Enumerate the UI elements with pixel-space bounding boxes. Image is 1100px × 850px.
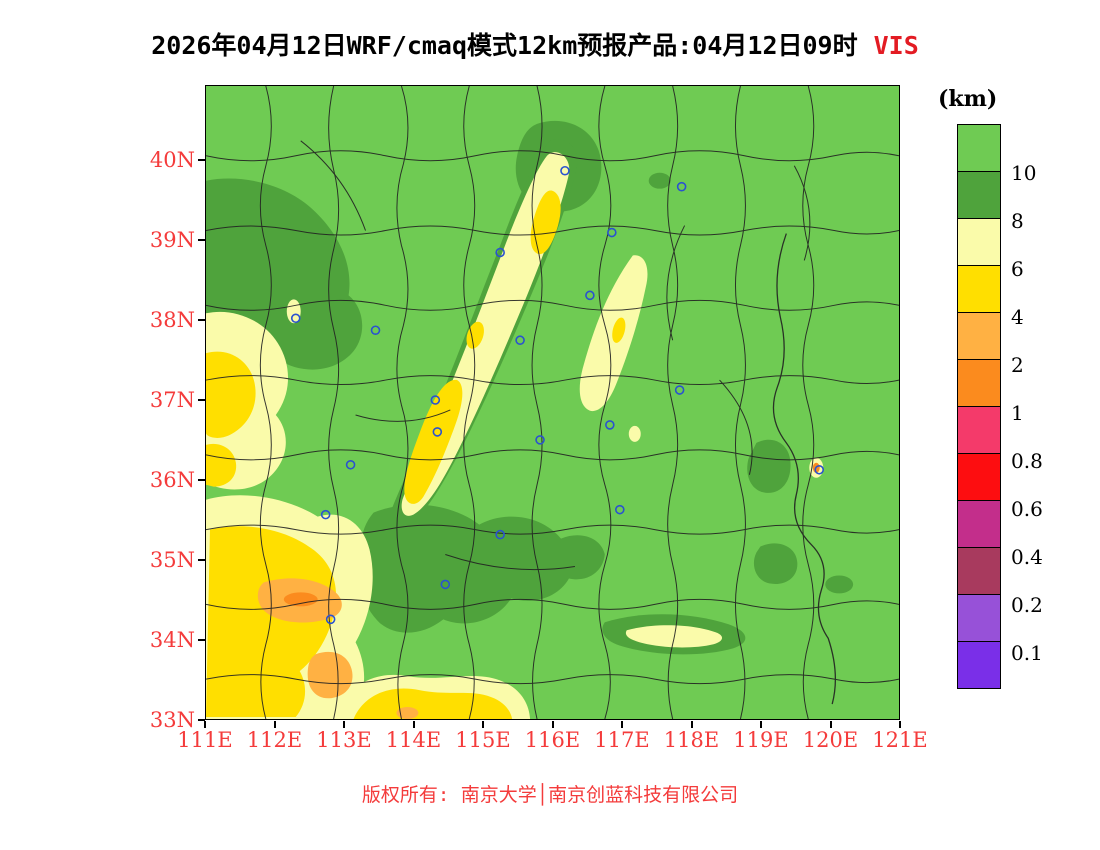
- city-marker-6: [370, 325, 381, 336]
- lat-label-40N: 40N: [149, 148, 195, 172]
- lat-tick: [198, 399, 205, 401]
- legend-color-box-11: [957, 641, 1001, 689]
- city-marker-1: [676, 181, 687, 192]
- city-marker-9: [432, 427, 443, 437]
- legend-color-box-10: [957, 594, 1001, 642]
- lon-label-117E: 117E: [594, 728, 650, 752]
- page-title: 2026年04月12日WRF/cmaq模式12km预报产品:04月12日09时 V…: [0, 26, 1070, 62]
- city-marker-0: [560, 165, 570, 176]
- lat-label-36N: 36N: [149, 468, 195, 492]
- lat-tick: [198, 719, 205, 721]
- lon-tick: [621, 721, 623, 728]
- legend-label-0.4: 0.4: [1011, 545, 1043, 569]
- lon-label-120E: 120E: [802, 728, 859, 752]
- lon-label-119E: 119E: [733, 728, 789, 752]
- title-text: 2026年04月12日WRF/cmaq模式12km预报产品:04月12日09时: [151, 31, 858, 60]
- lat-tick: [198, 559, 205, 561]
- map-container: [205, 85, 900, 720]
- city-marker-2: [607, 227, 617, 238]
- lat-label-39N: 39N: [149, 228, 195, 252]
- city-marker-18: [440, 579, 451, 590]
- legend-color-box-0: [957, 124, 1001, 172]
- lat-tick: [198, 639, 205, 641]
- copyright-footer: 版权所有: 南京大学│南京创蓝科技有限公司: [361, 784, 739, 806]
- city-marker-3: [495, 247, 505, 258]
- lon-tick: [551, 721, 554, 728]
- legend-label-10: 10: [1011, 161, 1037, 185]
- city-marker-15: [320, 509, 331, 520]
- lat-tick: [198, 159, 205, 161]
- lon-tick: [829, 721, 832, 728]
- lat-label-37N: 37N: [149, 388, 195, 412]
- legend-color-box-8: [957, 500, 1001, 548]
- lon-tick: [899, 721, 901, 728]
- lat-tick: [198, 239, 205, 241]
- lon-label-111E: 111E: [177, 728, 233, 752]
- yellow-contours: [206, 190, 626, 719]
- legend-color-box-6: [957, 406, 1001, 454]
- legend-label-0.2: 0.2: [1011, 593, 1043, 617]
- legend-label-2: 2: [1011, 353, 1024, 377]
- city-marker-16: [495, 529, 505, 540]
- lon-label-114E: 114E: [385, 728, 442, 752]
- lon-tick: [482, 721, 484, 728]
- legend-color-box-4: [957, 312, 1001, 360]
- lat-label-35N: 35N: [149, 548, 195, 572]
- city-marker-12: [674, 385, 685, 395]
- legend-color-box-7: [957, 453, 1001, 501]
- legend-label-4: 4: [1011, 305, 1024, 329]
- legend-unit: (km): [938, 86, 998, 112]
- legend-label-0.8: 0.8: [1011, 449, 1043, 473]
- city-marker-5: [290, 313, 301, 324]
- city-marker-8: [430, 395, 441, 405]
- lon-tick: [343, 721, 345, 728]
- lat-tick: [198, 479, 205, 481]
- city-marker-13: [345, 460, 356, 470]
- legend-label-1: 1: [1011, 401, 1024, 425]
- city-marker-4: [585, 290, 595, 301]
- legend-color-box-5: [957, 359, 1001, 407]
- lat-label-34N: 34N: [149, 628, 195, 652]
- coastline: [772, 233, 836, 705]
- orange-contours: [257, 462, 820, 719]
- city-marker-14: [814, 465, 825, 475]
- title-variable: VIS: [873, 31, 919, 60]
- city-markers: [290, 165, 825, 625]
- legend-color-box-1: [957, 171, 1001, 219]
- boundary-lines: [206, 86, 899, 719]
- city-marker-11: [605, 420, 615, 430]
- forecast-map: [206, 86, 899, 719]
- lat-label-38N: 38N: [149, 308, 195, 332]
- legend-bar: [957, 124, 1001, 689]
- legend-color-box-2: [957, 218, 1001, 266]
- lon-tick: [412, 721, 415, 728]
- lon-tick: [273, 721, 276, 728]
- legend-color-box-3: [957, 265, 1001, 313]
- lon-label-115E: 115E: [455, 728, 511, 752]
- lon-label-116E: 116E: [524, 728, 581, 752]
- legend-label-6: 6: [1011, 257, 1024, 281]
- lat-tick: [198, 319, 205, 321]
- lon-label-118E: 118E: [663, 728, 720, 752]
- lon-label-113E: 113E: [316, 728, 372, 752]
- legend-label-0.1: 0.1: [1011, 641, 1043, 665]
- lon-tick: [760, 721, 762, 728]
- lon-tick: [690, 721, 693, 728]
- legend-label-0.6: 0.6: [1011, 497, 1043, 521]
- legend-color-box-9: [957, 547, 1001, 595]
- lon-label-112E: 112E: [246, 728, 303, 752]
- lat-label-33N: 33N: [149, 708, 195, 732]
- city-marker-17: [615, 504, 625, 515]
- city-marker-7: [515, 335, 525, 345]
- legend-label-8: 8: [1011, 209, 1024, 233]
- lon-tick: [204, 721, 206, 728]
- lon-label-121E: 121E: [872, 728, 928, 752]
- city-marker-19: [325, 614, 336, 625]
- city-marker-10: [535, 435, 545, 445]
